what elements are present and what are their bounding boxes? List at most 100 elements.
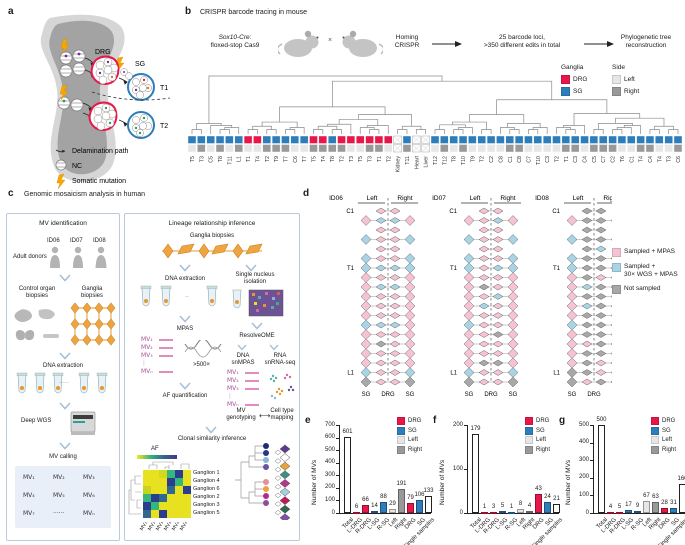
- drg-right: [492, 340, 504, 348]
- y-tick: [590, 477, 593, 479]
- drg-right: [595, 226, 607, 234]
- sg-right: [404, 367, 416, 378]
- bar-Single samples: [679, 483, 685, 513]
- mv-call-item: MV₂: [53, 474, 65, 481]
- sg-left: [360, 272, 372, 283]
- sg-left: [360, 234, 372, 245]
- drg-left: [581, 207, 593, 215]
- drg-left: [581, 312, 593, 319]
- drg-right: [389, 331, 401, 338]
- dendrogram-leaf: Kidney: [393, 135, 402, 172]
- sg-right: [610, 323, 612, 327]
- row-label: L1: [347, 371, 354, 377]
- row-label: T1: [553, 266, 561, 272]
- bar-value: 166: [677, 475, 685, 482]
- cross-symbol: ×: [328, 37, 332, 44]
- dendrogram-branch: [496, 99, 608, 115]
- drg-right: [389, 321, 401, 329]
- dendrogram-leaf: C2: [608, 135, 617, 163]
- sg-right: [404, 272, 416, 283]
- leaf-label: T3: [667, 156, 673, 162]
- sg-right: [610, 295, 612, 298]
- chain-drg: [274, 492, 282, 499]
- sg-color-swatch: [561, 87, 570, 97]
- sg-left: [566, 329, 578, 340]
- dendrogram-leaf: C7: [599, 135, 608, 163]
- bottom-label: DRG: [587, 392, 601, 398]
- bar-value: 63: [652, 493, 659, 500]
- mv-allele-list: MV₁ MV₂ MV₃ ⋮ MVₙ: [141, 336, 185, 380]
- heatmap-cell: [183, 494, 191, 502]
- sg-right: [610, 371, 612, 374]
- clone-dot: [263, 450, 269, 456]
- bar-value: 4: [608, 504, 613, 511]
- dendrogram-leaf: T9: [271, 135, 281, 162]
- chain-ganglion: [279, 453, 291, 462]
- sg-right: [610, 266, 612, 270]
- dendrogram-branch: [481, 129, 492, 134]
- drg-left: [581, 359, 593, 367]
- organ-icons: [14, 309, 59, 341]
- chevron-down-icon: [59, 274, 71, 282]
- genotype-line2: floxed-stop Cas9: [210, 42, 260, 50]
- ellipsis-dots: ·····: [59, 380, 69, 386]
- leaf-label: T5: [358, 156, 364, 162]
- bar-value: 5: [617, 504, 622, 511]
- dendrogram-leaf: T7: [299, 135, 309, 162]
- svg-text:ID06: ID06: [329, 195, 343, 202]
- bar-Right: [398, 488, 405, 513]
- panel-c-title: Genomic mosaicism analysis in human: [24, 191, 145, 198]
- sg-right: [404, 319, 416, 331]
- right-header: Right: [500, 195, 515, 202]
- y-tick: [336, 500, 339, 502]
- mv-call-item: ······: [53, 510, 65, 517]
- heatmap-cell: [159, 486, 167, 494]
- sg-left: [566, 300, 578, 312]
- drg-left: [478, 312, 490, 319]
- dendrogram-leaf: C1: [505, 135, 514, 163]
- bottom-label: SG: [362, 392, 371, 398]
- dendrogram-branch: [285, 129, 296, 134]
- y-tick-label: 100: [452, 465, 463, 472]
- sg-left: [360, 215, 372, 226]
- bar-Left: [643, 501, 650, 513]
- dendrogram-leaf: T12: [430, 135, 440, 165]
- drg-right: [595, 359, 607, 367]
- leaf-label: T2: [265, 156, 271, 162]
- sg-left: [566, 367, 578, 378]
- clone-tree: [235, 443, 269, 506]
- drg-left: [478, 359, 490, 367]
- heatmap-cell: [143, 502, 151, 510]
- bar-L-SG: [499, 510, 506, 513]
- leaf-label: T5: [312, 156, 318, 162]
- sympathetic-chain-maps: ID06 Left Right C1 T1 L1 SG DRG SG ID07 Left Right C…: [329, 195, 612, 398]
- dendrogram-branch: [331, 129, 342, 134]
- sg-annotation: SG: [135, 61, 145, 68]
- lightning-icons: [59, 38, 125, 101]
- drg-right: [595, 293, 607, 300]
- legend-nc-label: NC: [72, 163, 82, 170]
- dendrogram-branch: [266, 129, 277, 134]
- drg-left: [375, 378, 387, 386]
- bar-value: 133: [423, 488, 434, 495]
- drg-right: [492, 378, 504, 386]
- sg-right: [610, 361, 612, 365]
- row-label: T1: [347, 266, 355, 272]
- dendrogram-branch: [654, 125, 674, 130]
- sg-right: [507, 234, 519, 245]
- left-header: Left: [573, 195, 584, 202]
- dendrogram-branch: [453, 129, 464, 134]
- heatmap-cell: [151, 510, 159, 518]
- sg-right: [404, 291, 416, 302]
- drg-right: [389, 350, 401, 357]
- leaf-label: T5: [190, 156, 196, 162]
- heatmap-cell: [159, 494, 167, 502]
- bar-value: 179: [470, 426, 481, 433]
- sg-left: [360, 348, 372, 359]
- bar-R-DRG: [362, 504, 369, 513]
- drg-legend-label: DRG: [573, 75, 588, 83]
- drg-right: [595, 255, 607, 262]
- sg-cluster-t1: [127, 73, 155, 101]
- chain-drg: [274, 484, 282, 490]
- drg-right: [492, 264, 504, 272]
